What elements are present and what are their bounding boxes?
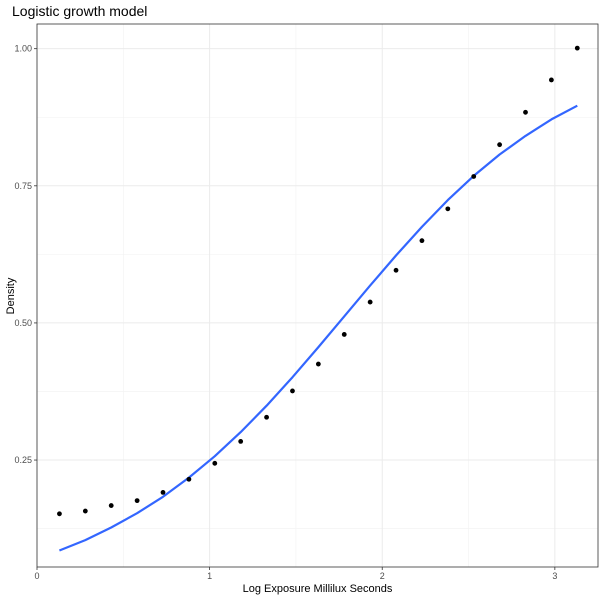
data-point — [290, 388, 295, 394]
y-tick-label: 0.75 — [14, 181, 32, 191]
y-tick-label: 1.00 — [14, 44, 32, 54]
data-point — [82, 508, 88, 514]
chart-title: Logistic growth model — [12, 3, 147, 19]
x-tick-label: 3 — [552, 571, 557, 581]
data-point — [445, 206, 451, 212]
x-axis-ticks: 0 1 2 3 — [34, 567, 557, 581]
data-point — [315, 361, 321, 367]
data-point — [393, 267, 399, 273]
data-points-layer — [57, 45, 580, 517]
data-point — [471, 174, 477, 179]
fitted-logistic-curve — [58, 104, 578, 552]
data-point — [160, 490, 166, 495]
data-point — [108, 503, 114, 508]
x-tick-label: 1 — [207, 571, 212, 581]
data-point — [57, 511, 62, 517]
data-point — [523, 109, 528, 115]
data-point — [264, 414, 269, 420]
data-point — [574, 45, 580, 51]
data-point — [548, 77, 554, 83]
y-tick-label: 0.50 — [14, 318, 32, 328]
data-point — [134, 498, 140, 504]
x-axis-title: Log Exposure Millilux Seconds — [243, 583, 393, 595]
panel-border — [36, 23, 599, 568]
y-axis-ticks: 0.25 0.50 0.75 1.00 — [14, 44, 37, 465]
fitted-line-layer — [58, 104, 578, 552]
data-point — [341, 332, 347, 337]
grid-lines — [36, 24, 598, 567]
data-point — [497, 142, 503, 148]
x-tick-label: 0 — [34, 571, 39, 581]
y-tick-label: 0.25 — [14, 455, 32, 465]
x-tick-label: 2 — [380, 571, 385, 581]
data-point — [419, 238, 425, 244]
data-point — [212, 460, 218, 466]
data-point — [367, 299, 373, 305]
y-axis-title: Density — [5, 277, 17, 314]
data-point — [238, 438, 244, 444]
data-point — [186, 476, 192, 482]
